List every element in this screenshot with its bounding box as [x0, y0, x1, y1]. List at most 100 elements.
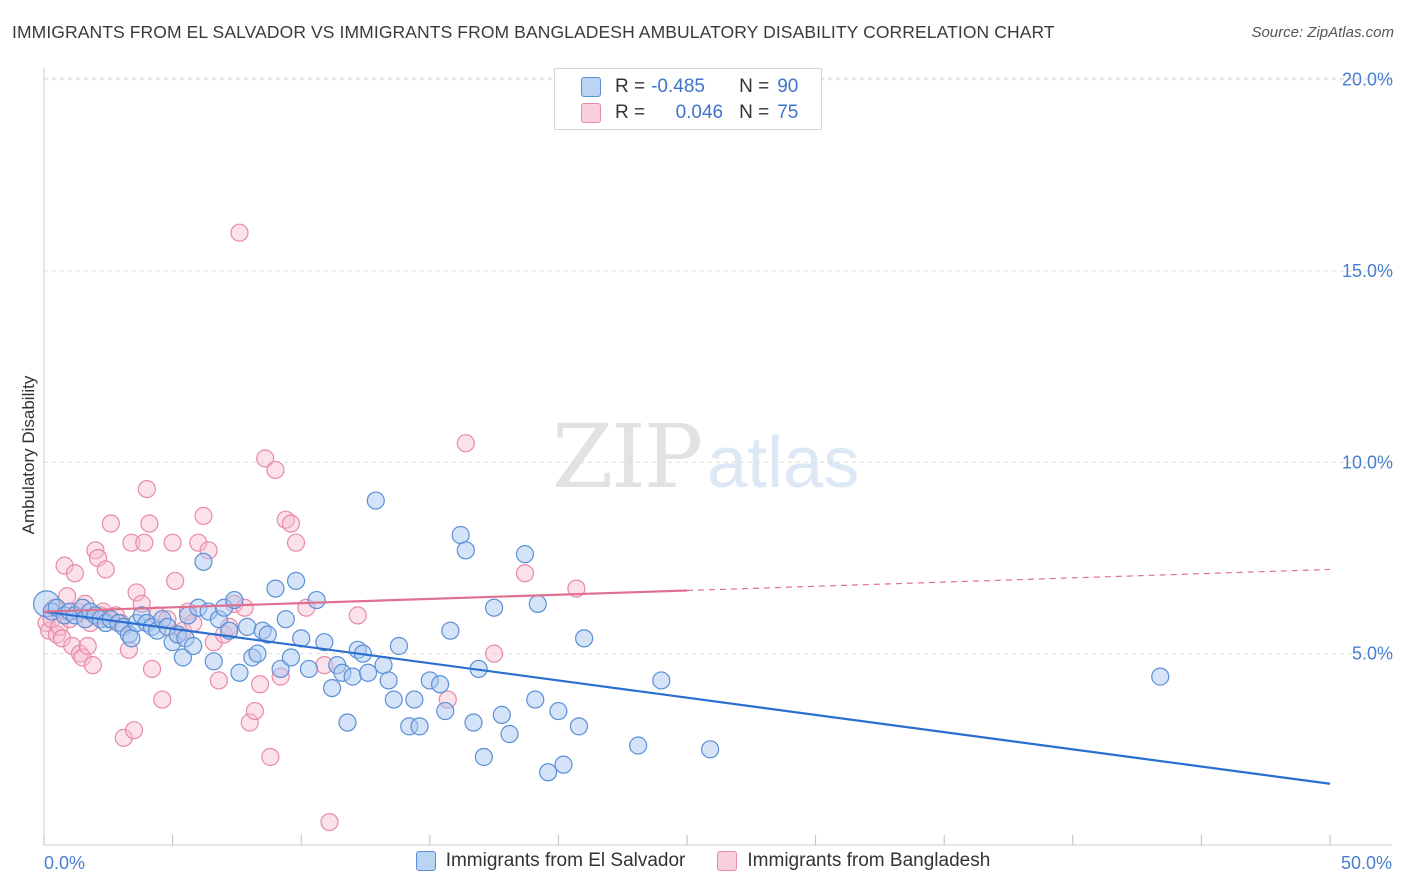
x-tick-label: 50.0%	[1341, 853, 1392, 873]
data-point-bangladesh	[142, 659, 162, 679]
legend-r-value: -0.485	[651, 76, 705, 97]
data-point-bangladesh	[166, 571, 185, 591]
data-point-el-salvador	[492, 705, 511, 724]
data-point-bangladesh	[256, 449, 275, 468]
data-point-bangladesh	[137, 479, 156, 499]
data-point-el-salvador	[299, 659, 319, 679]
legend-r-label: R =	[615, 76, 646, 97]
data-point-el-salvador	[379, 671, 398, 690]
data-point-el-salvador	[575, 629, 594, 648]
data-point-el-salvador	[554, 755, 573, 774]
data-point-el-salvador	[539, 763, 558, 782]
series-el-salvador-points	[32, 491, 1170, 782]
data-point-el-salvador	[248, 644, 267, 663]
data-point-bangladesh	[55, 556, 74, 575]
legend-n-value: 75	[777, 102, 799, 123]
data-point-el-salvador	[374, 656, 393, 675]
y-tick-label: 20.0%	[1342, 70, 1393, 90]
data-point-el-salvador	[315, 633, 334, 652]
legend-swatch-blue	[581, 77, 601, 97]
data-point-el-salvador	[485, 598, 504, 617]
data-point-el-salvador	[526, 690, 545, 709]
data-point-bangladesh	[114, 728, 133, 747]
legend-label-bangladesh: Immigrants from Bangladesh	[747, 850, 991, 871]
data-point-bangladesh	[122, 533, 141, 552]
data-point-el-salvador	[430, 675, 450, 694]
data-point-bangladesh	[230, 223, 249, 242]
data-point-el-salvador	[701, 740, 720, 759]
data-point-el-salvador	[1151, 667, 1170, 686]
data-point-bangladesh	[135, 533, 154, 552]
data-point-bangladesh	[209, 671, 228, 690]
data-point-bangladesh	[485, 644, 504, 663]
source-label: Source: ZipAtlas.com	[1251, 24, 1394, 41]
data-point-el-salvador	[410, 717, 429, 736]
data-point-el-salvador	[464, 713, 483, 732]
data-point-bangladesh	[567, 579, 586, 598]
legend-label-el-salvador: Immigrants from El Salvador	[445, 850, 686, 871]
data-point-bangladesh	[456, 434, 475, 453]
data-point-el-salvador	[405, 690, 424, 709]
data-point-el-salvador	[441, 621, 460, 640]
data-point-el-salvador	[238, 617, 257, 636]
data-point-el-salvador	[184, 636, 203, 656]
legend-r-label: R =	[615, 102, 646, 123]
data-point-el-salvador	[456, 541, 475, 560]
data-point-bangladesh	[65, 564, 84, 583]
data-point-el-salvador	[122, 629, 141, 648]
data-point-bangladesh	[52, 629, 72, 648]
data-point-el-salvador	[194, 552, 213, 571]
data-point-bangladesh	[78, 636, 97, 656]
data-point-el-salvador	[173, 648, 192, 667]
legend-row-el-salvador: R = -0.485 N = 90	[581, 74, 798, 100]
data-point-el-salvador	[366, 491, 385, 510]
data-point-bangladesh	[266, 460, 285, 480]
data-point-el-salvador	[286, 571, 306, 591]
x-tick-label: 0.0%	[44, 853, 85, 873]
legend-item-el-salvador: Immigrants from El Salvador	[415, 850, 686, 872]
data-point-bangladesh	[189, 533, 208, 552]
data-point-el-salvador	[358, 663, 378, 682]
data-point-bangladesh	[245, 701, 265, 721]
data-point-el-salvador	[204, 652, 223, 671]
data-point-el-salvador	[271, 659, 290, 679]
y-tick-label: 15.0%	[1342, 261, 1393, 281]
data-point-el-salvador	[451, 525, 470, 545]
legend-swatch-pink	[581, 103, 601, 123]
trend-line-el-salvador	[43, 610, 1331, 785]
data-point-bangladesh	[83, 656, 102, 675]
legend-swatch-pink	[717, 851, 738, 871]
data-point-el-salvador	[629, 736, 648, 755]
data-point-el-salvador	[343, 667, 362, 686]
data-point-bangladesh	[194, 506, 213, 525]
y-tick-label: 5.0%	[1352, 644, 1393, 664]
data-point-bangladesh	[124, 721, 144, 740]
data-point-el-salvador	[515, 545, 535, 564]
data-point-el-salvador	[230, 663, 249, 682]
data-point-el-salvador	[276, 610, 295, 629]
grid-lines	[44, 77, 1392, 655]
stats-legend: R = -0.485 N = 90 R = 0.046 N = 75	[554, 68, 822, 130]
data-point-bangladesh	[250, 675, 270, 694]
data-point-bangladesh	[127, 583, 146, 602]
y-tick-label: 10.0%	[1342, 452, 1393, 472]
legend-r-value: 0.046	[675, 102, 724, 123]
trend-line-bangladesh-extrapolated	[686, 568, 1331, 592]
data-point-el-salvador	[569, 717, 589, 736]
data-point-bangladesh	[348, 606, 367, 625]
data-point-el-salvador	[281, 648, 301, 667]
data-point-el-salvador	[474, 747, 493, 767]
trend-lines	[43, 568, 1331, 785]
data-point-bangladesh	[240, 713, 259, 732]
data-point-bangladesh	[96, 560, 115, 579]
data-point-el-salvador	[384, 690, 403, 709]
chart-title: IMMIGRANTS FROM EL SALVADOR VS IMMIGRANT…	[12, 22, 1055, 42]
data-point-el-salvador	[322, 678, 342, 698]
data-point-bangladesh	[261, 747, 280, 767]
axes	[43, 68, 1392, 846]
data-point-el-salvador	[549, 701, 568, 721]
data-point-el-salvador	[258, 625, 277, 644]
tick-labels: 5.0% 10.0% 15.0% 20.0% 0.0% 50.0%	[44, 70, 1393, 873]
trend-line-bangladesh	[43, 589, 688, 613]
